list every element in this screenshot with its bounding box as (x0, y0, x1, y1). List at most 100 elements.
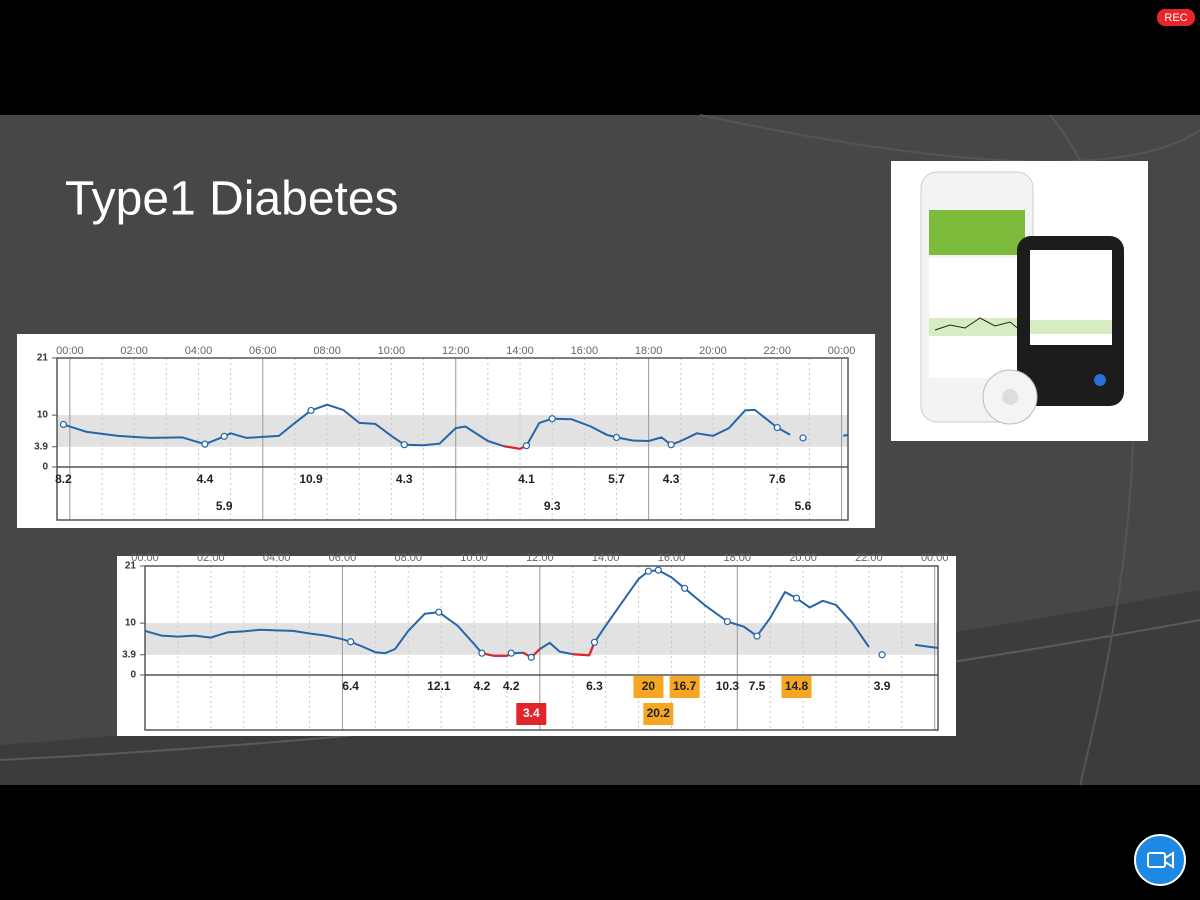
reading-label: 8.2 (55, 472, 72, 486)
scan-point (612, 433, 621, 442)
glucose-line (144, 569, 939, 659)
scan-point (59, 420, 68, 429)
scan-point (201, 440, 209, 448)
x-tick-label: 06:00 (329, 552, 357, 564)
reading-highlight (516, 703, 547, 725)
scan-point (654, 566, 662, 574)
y-tick-label: 10 (37, 410, 49, 421)
x-tick-label: 00:00 (131, 552, 159, 564)
device-image (891, 161, 1148, 441)
scan-point (478, 649, 486, 657)
x-tick-label: 08:00 (313, 345, 341, 357)
reading-label: 5.9 (216, 499, 233, 513)
low-segment (572, 653, 590, 657)
y-tick-label: 21 (37, 353, 49, 364)
reading-label: 6.3 (586, 679, 603, 693)
low-segment (503, 445, 521, 450)
scan-point (548, 415, 556, 423)
scan-point (878, 651, 886, 659)
camera-icon (1164, 851, 1174, 869)
scan-point (681, 584, 689, 592)
scan-point (773, 423, 781, 432)
reading-label: 4.3 (396, 472, 413, 486)
reading-label: 10.9 (299, 472, 323, 486)
y-tick-label: 10 (125, 618, 137, 629)
reading-label: 3.4 (523, 706, 540, 720)
scan-point (753, 632, 761, 640)
reading-label: 10.3 (716, 679, 740, 693)
sensor-core (1002, 389, 1018, 405)
y-tick-label: 3.9 (34, 441, 48, 452)
x-tick-label: 04:00 (185, 345, 213, 357)
chart: 00:00 02:00 04:00 06:00 08:00 10:00 12:00 14:00… (122, 552, 949, 731)
x-tick-label: 18:00 (724, 552, 752, 564)
y-tick-label: 0 (130, 670, 136, 681)
reading-label: 20.2 (647, 706, 671, 720)
y-tick-label: 21 (125, 561, 137, 572)
x-tick-label: 00:00 (56, 345, 84, 357)
scan-point (527, 653, 535, 661)
x-tick-label: 14:00 (506, 345, 534, 357)
x-tick-label: 06:00 (249, 345, 277, 357)
reading-label: 7.5 (749, 679, 766, 693)
reader-button (1094, 374, 1106, 386)
x-tick-label: 10:00 (378, 345, 406, 357)
x-tick-label: 14:00 (592, 552, 620, 564)
camera-button[interactable] (1134, 834, 1186, 886)
reader-band (1030, 320, 1112, 334)
slide-title: Type1 Diabetes (65, 173, 399, 226)
x-tick-label: 02:00 (120, 345, 148, 357)
scan-point (522, 442, 531, 450)
x-tick-label: 12:00 (442, 345, 470, 357)
x-tick-label: 22:00 (763, 345, 791, 357)
target-band (145, 623, 938, 655)
reading-label: 4.2 (503, 679, 520, 693)
camera-button-bg[interactable] (1134, 834, 1186, 886)
reading-label: 4.4 (197, 472, 214, 486)
scan-point (507, 649, 515, 657)
scan-point (644, 567, 653, 575)
scan-point (667, 441, 675, 449)
scan-point (723, 617, 732, 626)
glucose-line (63, 403, 849, 450)
reading-label: 14.8 (785, 679, 809, 693)
scan-point (400, 441, 408, 449)
reading-label: 5.7 (608, 472, 625, 486)
chart: 00:00 02:00 04:00 06:00 08:00 10:00 12:00 14:00… (34, 345, 856, 521)
x-tick-label: 16:00 (658, 552, 686, 564)
x-tick-label: 22:00 (855, 552, 883, 564)
reading-label: 20 (642, 679, 656, 693)
x-tick-label: 00:00 (921, 552, 949, 564)
x-tick-label: 20:00 (699, 345, 727, 357)
x-tick-label: 10:00 (460, 552, 488, 564)
scan-point (307, 406, 315, 415)
reading-label: 12.1 (427, 679, 451, 693)
x-tick-label: 16:00 (571, 345, 599, 357)
x-tick-label: 20:00 (789, 552, 817, 564)
x-tick-label: 08:00 (394, 552, 422, 564)
reading-highlight (633, 676, 664, 698)
scan-point (220, 432, 228, 440)
scan-point (347, 638, 355, 646)
phone-banner (929, 210, 1025, 255)
reading-label: 6.4 (342, 679, 359, 693)
x-tick-label: 02:00 (197, 552, 225, 564)
rec-badge (1157, 9, 1195, 26)
phone-trace (934, 317, 1021, 331)
reading-label: 7.6 (769, 472, 786, 486)
scan-point (799, 434, 807, 442)
reading-highlight (781, 676, 812, 698)
y-tick-label: 0 (42, 462, 48, 473)
scan-point (590, 638, 599, 646)
reading-highlight (643, 703, 674, 725)
plot-frame (56, 357, 849, 521)
reading-label: 5.6 (795, 499, 812, 513)
x-tick-label: 00:00 (828, 345, 856, 357)
scan-point (435, 608, 443, 616)
reading-label: 4.1 (518, 472, 535, 486)
scan-point (792, 594, 801, 602)
reading-label: 4.3 (663, 472, 680, 486)
phone-band (929, 318, 1025, 336)
charts: 00:00 02:00 04:00 06:00 08:00 10:00 12:00 14:00… (34, 345, 949, 731)
